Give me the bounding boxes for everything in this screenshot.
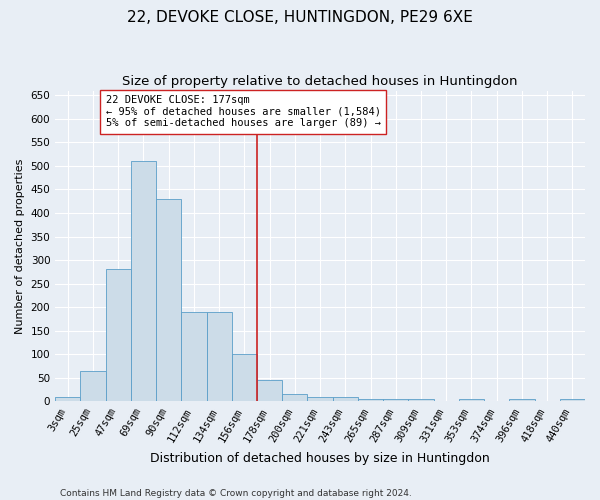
Bar [332,396,358,402]
Bar [106,270,131,402]
Bar [156,199,181,402]
Text: Contains HM Land Registry data © Crown copyright and database right 2024.: Contains HM Land Registry data © Crown c… [60,488,412,498]
Bar [257,380,282,402]
Bar [181,312,206,402]
Title: Size of property relative to detached houses in Huntingdon: Size of property relative to detached ho… [122,75,518,88]
Bar [560,399,585,402]
Bar [459,399,484,402]
Text: 22, DEVOKE CLOSE, HUNTINGDON, PE29 6XE: 22, DEVOKE CLOSE, HUNTINGDON, PE29 6XE [127,10,473,25]
Bar [307,396,332,402]
Bar [383,399,409,402]
Bar [80,370,106,402]
Bar [232,354,257,402]
Bar [358,399,383,402]
Bar [55,396,80,402]
X-axis label: Distribution of detached houses by size in Huntingdon: Distribution of detached houses by size … [150,452,490,465]
Bar [131,161,156,402]
Bar [282,394,307,402]
Text: 22 DEVOKE CLOSE: 177sqm
← 95% of detached houses are smaller (1,584)
5% of semi-: 22 DEVOKE CLOSE: 177sqm ← 95% of detache… [106,96,380,128]
Bar [409,399,434,402]
Y-axis label: Number of detached properties: Number of detached properties [15,158,25,334]
Bar [206,312,232,402]
Bar [509,399,535,402]
